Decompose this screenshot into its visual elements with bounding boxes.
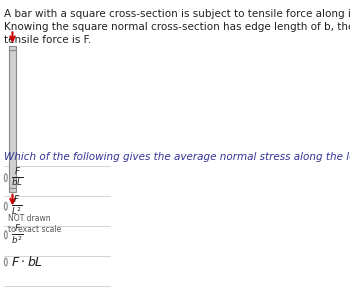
- Text: NOT drawn
to exact scale: NOT drawn to exact scale: [8, 214, 62, 234]
- Bar: [9, 50, 15, 188]
- Text: A bar with a square cross-section is subject to tensile force along its long axi: A bar with a square cross-section is sub…: [4, 9, 350, 45]
- Text: $\frac{F}{L^2}$: $\frac{F}{L^2}$: [11, 195, 22, 218]
- Text: $F \cdot bL$: $F \cdot bL$: [11, 255, 43, 269]
- Bar: [9, 46, 16, 50]
- Bar: [9, 188, 16, 192]
- Text: $\frac{F}{bL}$: $\frac{F}{bL}$: [11, 166, 23, 189]
- Text: Which of the following gives the average normal stress along the long axis?: Which of the following gives the average…: [4, 152, 350, 162]
- Text: $\frac{F}{b^2}$: $\frac{F}{b^2}$: [11, 223, 23, 247]
